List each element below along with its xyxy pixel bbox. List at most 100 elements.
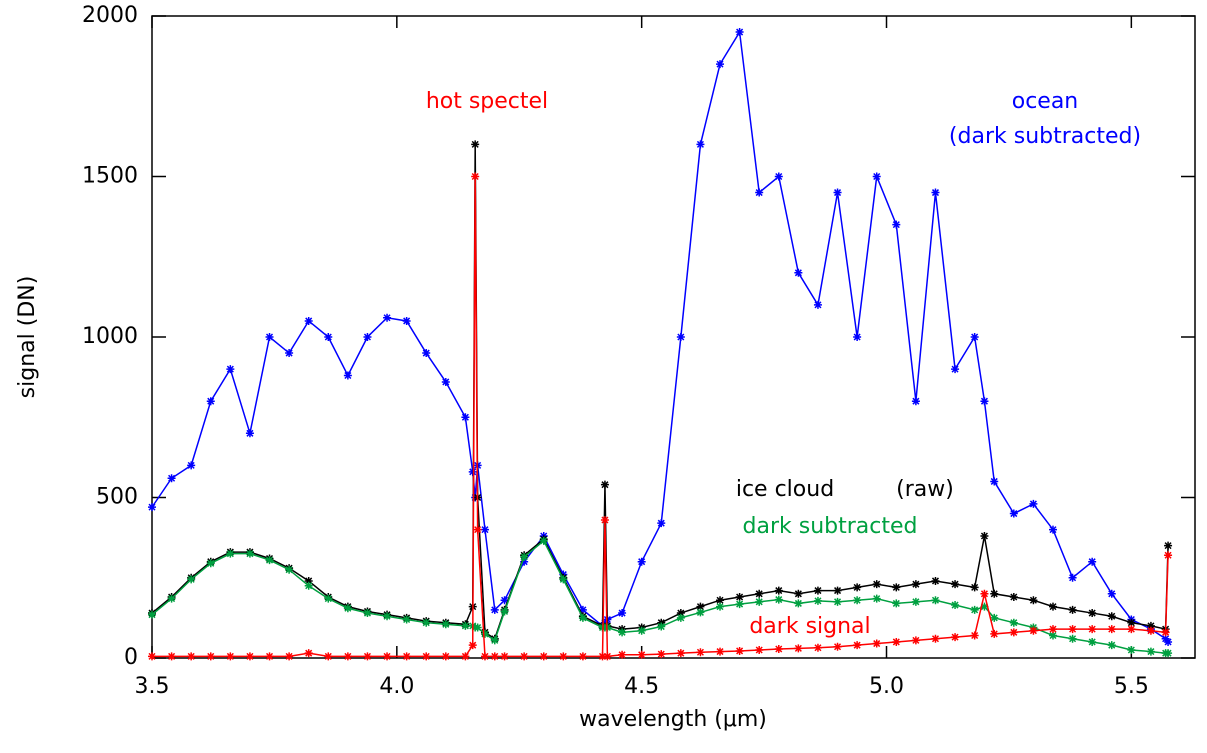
data-point	[490, 605, 499, 614]
data-point	[696, 648, 705, 657]
data-point	[304, 316, 313, 325]
data-point	[167, 594, 176, 603]
series-label: dark signal	[749, 614, 870, 639]
data-point	[1164, 541, 1173, 550]
data-point	[539, 536, 548, 545]
data-point	[304, 576, 313, 585]
data-point	[980, 532, 989, 541]
data-point	[187, 575, 196, 584]
data-point	[245, 429, 254, 438]
data-point	[480, 525, 489, 534]
data-point	[383, 652, 392, 661]
data-point	[603, 652, 612, 661]
data-point	[473, 525, 482, 534]
x-tick-label: 3.5	[135, 674, 170, 699]
series-line	[152, 176, 1169, 658]
y-tick-label: 500	[96, 485, 138, 510]
data-point	[383, 612, 392, 621]
data-point	[618, 609, 627, 618]
data-point	[1164, 637, 1173, 646]
data-point	[813, 643, 822, 652]
data-point	[167, 652, 176, 661]
data-point	[853, 641, 862, 650]
data-point	[324, 594, 333, 603]
data-point	[951, 365, 960, 374]
data-point	[148, 503, 156, 512]
series-label: dark subtracted	[743, 514, 918, 539]
annotation: (raw)	[896, 477, 954, 502]
data-point	[1068, 625, 1077, 634]
data-point	[931, 634, 940, 643]
data-point	[206, 397, 215, 406]
data-point	[833, 642, 842, 651]
data-point	[970, 583, 979, 592]
data-point	[813, 586, 822, 595]
data-point	[813, 596, 822, 605]
data-point	[853, 333, 862, 341]
data-point	[1146, 621, 1155, 630]
data-point	[383, 313, 392, 322]
data-point	[774, 586, 783, 595]
data-point	[1068, 634, 1077, 643]
data-point	[1009, 593, 1018, 602]
data-point	[872, 580, 881, 589]
data-point	[1107, 612, 1116, 621]
data-point	[755, 188, 764, 197]
data-point	[265, 652, 274, 661]
data-point	[735, 593, 744, 602]
data-point	[363, 333, 372, 341]
data-point	[1107, 625, 1116, 634]
data-point	[676, 613, 685, 622]
data-point	[716, 596, 725, 605]
data-point	[1127, 625, 1136, 634]
data-point	[245, 652, 254, 661]
data-point	[755, 645, 764, 654]
data-point	[931, 596, 940, 605]
data-point	[226, 549, 235, 558]
data-point	[285, 652, 294, 661]
data-point	[911, 636, 920, 645]
data-point	[324, 333, 333, 341]
y-tick-label: 1500	[82, 164, 138, 189]
data-point	[892, 583, 901, 592]
data-point	[872, 639, 881, 648]
data-point	[735, 646, 744, 655]
data-point	[970, 605, 979, 614]
data-point	[696, 140, 705, 149]
data-point	[490, 636, 499, 645]
data-point	[343, 604, 352, 613]
data-point	[1107, 589, 1116, 598]
data-point	[990, 613, 999, 622]
data-point	[206, 652, 215, 661]
annotation: hot spectel	[426, 89, 548, 114]
data-point	[480, 629, 489, 638]
data-point	[520, 552, 529, 561]
data-point	[794, 589, 803, 598]
data-point	[461, 652, 470, 661]
data-point	[774, 172, 783, 181]
x-tick-label: 4.5	[624, 674, 659, 699]
data-point	[951, 580, 960, 589]
data-point	[187, 652, 196, 661]
data-point	[637, 557, 646, 566]
data-point	[1088, 625, 1097, 634]
y-tick-label: 1000	[82, 324, 138, 349]
data-point	[1127, 645, 1136, 654]
data-point	[1029, 626, 1038, 635]
data-point	[471, 172, 480, 181]
data-point	[500, 652, 509, 661]
data-point	[578, 613, 587, 622]
data-point	[990, 477, 999, 486]
data-point	[951, 601, 960, 610]
data-point	[441, 377, 450, 386]
data-point	[265, 556, 274, 565]
data-point	[892, 637, 901, 646]
data-point	[422, 349, 431, 358]
data-point	[833, 597, 842, 606]
data-point	[559, 575, 568, 584]
data-point	[911, 580, 920, 589]
data-point	[471, 140, 480, 149]
data-point	[520, 557, 529, 566]
data-point	[422, 652, 431, 661]
